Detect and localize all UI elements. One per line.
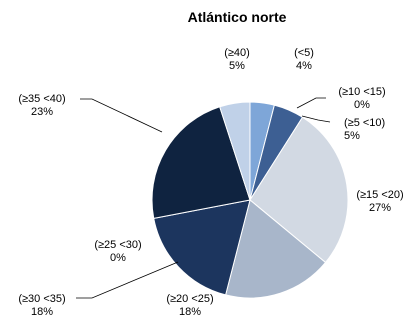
chart-title: Atlántico norte	[188, 9, 287, 25]
slice-label: (≥10 <15) 0%	[338, 86, 385, 111]
slice-label: (≥25 <30) 0%	[94, 239, 141, 264]
pie-slice	[153, 199, 251, 296]
leader-line	[301, 115, 331, 123]
leader-line	[76, 261, 179, 299]
leader-lines	[76, 97, 331, 299]
pie-slice	[249, 116, 349, 264]
pie-slices	[151, 101, 349, 299]
pie-slice	[151, 106, 251, 219]
slice-label: (≥15 <20) 27%	[356, 189, 403, 214]
leader-line	[296, 97, 326, 109]
slice-labels: (<5) 4% (≥10 <15) 0% (≥5 <10) 5% (≥15 <20) 27% (…	[18, 47, 403, 318]
slice-label: (≥30 <35) 18%	[18, 293, 65, 318]
leader-line	[80, 98, 163, 133]
slice-label: (≥35 <40) 23%	[18, 93, 65, 118]
pie-slice	[225, 199, 327, 299]
pie-slice	[219, 101, 251, 201]
slice-label: (≥20 <25) 18%	[166, 293, 213, 318]
slice-label: (≥5 <10) 5%	[344, 117, 385, 142]
slice-label: (<5) 4%	[294, 47, 314, 72]
slice-label: (≥40) 5%	[224, 47, 250, 72]
